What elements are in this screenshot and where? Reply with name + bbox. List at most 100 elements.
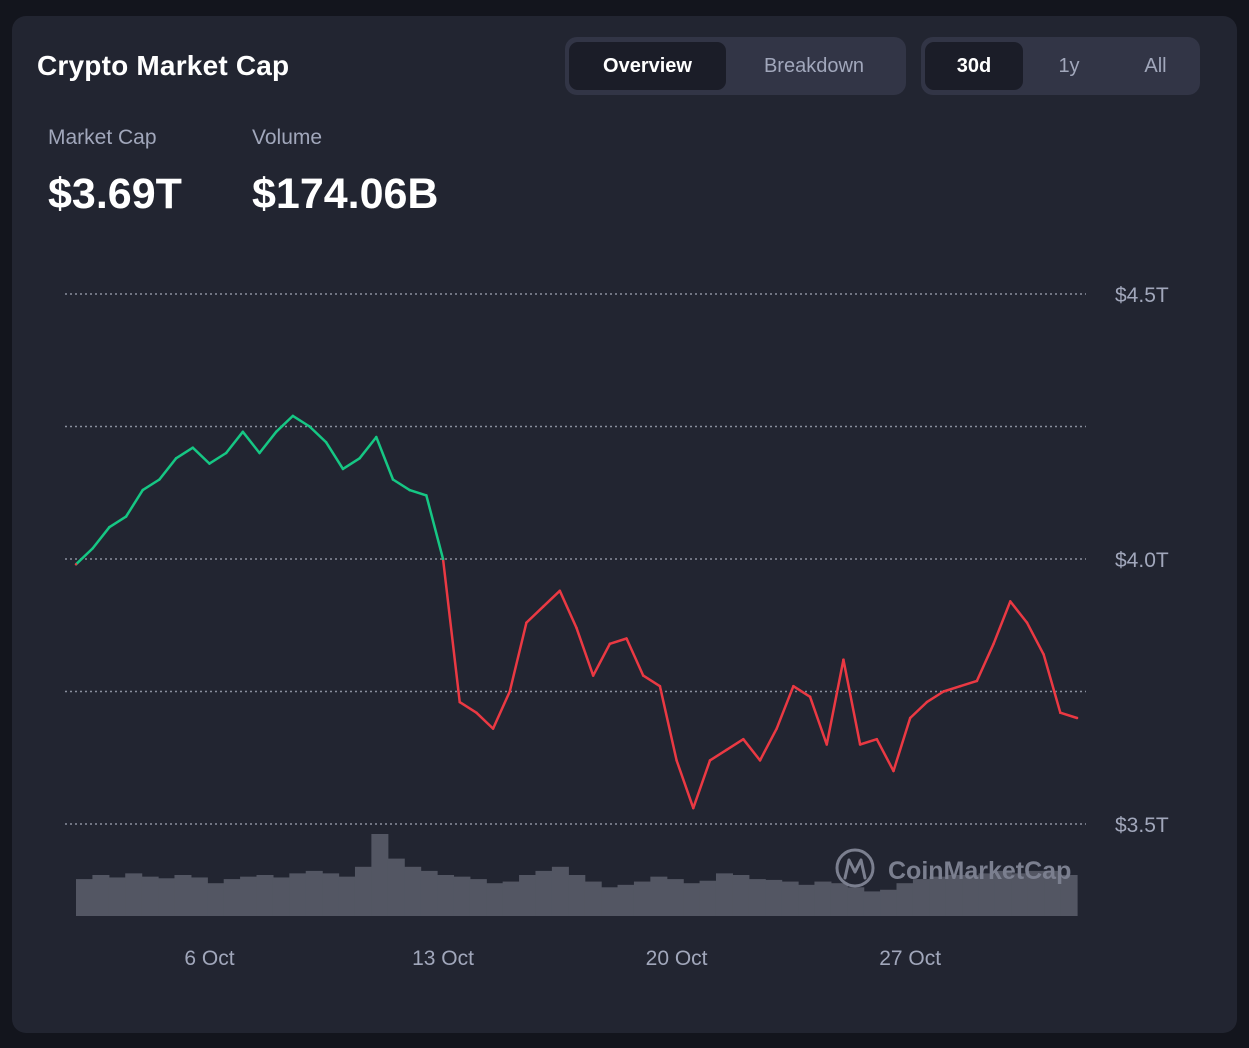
volume-bar: [289, 873, 307, 916]
data-point: [174, 457, 178, 460]
xtick-label: 27 Oct: [879, 947, 941, 970]
data-point: [158, 478, 161, 481]
data-point: [625, 637, 628, 640]
volume-bar: [354, 866, 372, 916]
line-segment: [575, 626, 595, 677]
line-segment: [308, 425, 328, 444]
data-point: [508, 690, 511, 693]
volume-bar: [469, 879, 487, 916]
volume-bar: [404, 866, 422, 916]
volume-bar: [1060, 875, 1078, 916]
volume-bar: [174, 875, 192, 916]
line-segment: [458, 700, 478, 714]
volume-bar: [322, 873, 340, 916]
line-segment: [341, 457, 361, 471]
line-segment: [108, 515, 128, 529]
line-segment: [74, 547, 94, 566]
grid-lines: [65, 293, 1086, 825]
data-point: [275, 430, 278, 433]
line-segment: [541, 589, 562, 608]
data-point: [541, 605, 545, 608]
data-point: [792, 685, 795, 688]
volume-bar: [633, 881, 651, 916]
market-cap-label: Market Cap: [48, 126, 157, 149]
volume-bar: [962, 875, 980, 916]
volume-bar: [978, 873, 996, 916]
line-segment: [241, 430, 261, 455]
data-point: [1042, 653, 1045, 656]
line-segment: [942, 684, 962, 693]
data-point: [358, 457, 361, 460]
card-title: Crypto Market Cap: [37, 50, 290, 81]
tab-overview[interactable]: Overview: [569, 42, 726, 90]
volume-bar: [781, 881, 799, 916]
line-segment: [925, 690, 945, 704]
xtick-label: 13 Oct: [412, 947, 474, 970]
line-segment: [391, 478, 411, 492]
line-segment: [475, 711, 495, 730]
data-point: [742, 738, 745, 741]
tab-range-all[interactable]: All: [1144, 54, 1167, 77]
volume-bar: [437, 875, 455, 916]
line-segment: [692, 759, 712, 810]
data-point: [591, 674, 595, 677]
line-segment: [508, 621, 528, 693]
volume-bar: [420, 870, 438, 916]
data-point: [825, 743, 828, 746]
line-segment: [825, 658, 845, 746]
volume-bar: [1011, 873, 1029, 916]
data-point: [842, 658, 845, 661]
data-point: [1075, 716, 1079, 720]
data-point: [141, 488, 144, 492]
line-segment: [758, 727, 778, 762]
volume-bar: [519, 875, 537, 916]
tab-breakdown[interactable]: Breakdown: [763, 54, 865, 77]
data-point: [975, 679, 979, 683]
line-segment: [658, 684, 678, 762]
volume-label: Volume: [252, 126, 323, 149]
line-segment: [375, 435, 395, 481]
volume-bar: [223, 879, 241, 916]
data-point: [491, 727, 495, 730]
data-point: [808, 695, 812, 698]
volume-bar: [338, 876, 356, 916]
line-segment: [525, 605, 545, 624]
volume-value: $174.06B: [252, 170, 439, 218]
ytick-label: $4.0T: [1115, 549, 1169, 572]
volume-bar: [683, 883, 701, 916]
line-segment: [742, 737, 762, 762]
line-segment: [274, 414, 295, 434]
volume-bar: [453, 876, 471, 916]
volume-bar: [912, 879, 930, 916]
data-point: [525, 621, 528, 624]
data-point: [642, 674, 645, 677]
volume-bar: [830, 883, 848, 916]
data-point: [942, 690, 945, 693]
tab-range-30d[interactable]: 30d: [925, 42, 1023, 90]
data-point: [375, 435, 378, 439]
line-segment: [842, 658, 862, 746]
volume-bar: [601, 887, 619, 916]
data-point: [108, 526, 111, 529]
line-segment: [641, 674, 662, 688]
ytick-label: $4.5T: [1115, 284, 1169, 307]
data-point: [291, 414, 295, 418]
data-point: [1059, 711, 1062, 714]
volume-bar: [798, 884, 816, 916]
data-point: [959, 685, 962, 688]
data-point: [91, 547, 94, 550]
data-point: [1025, 621, 1029, 624]
coinmarketcap-logo-mark: [843, 858, 867, 880]
line-segment: [174, 446, 195, 460]
volume-bar: [108, 877, 126, 916]
line-segment: [491, 690, 512, 730]
watermark-text: CoinMarketCap: [888, 857, 1071, 885]
data-point: [608, 642, 612, 645]
volume-bar: [141, 876, 159, 916]
line-segment: [325, 441, 345, 471]
volume-bar: [929, 876, 947, 916]
volume-bar: [190, 877, 208, 916]
tab-range-1y[interactable]: 1y: [1058, 54, 1080, 77]
data-point: [475, 711, 478, 714]
